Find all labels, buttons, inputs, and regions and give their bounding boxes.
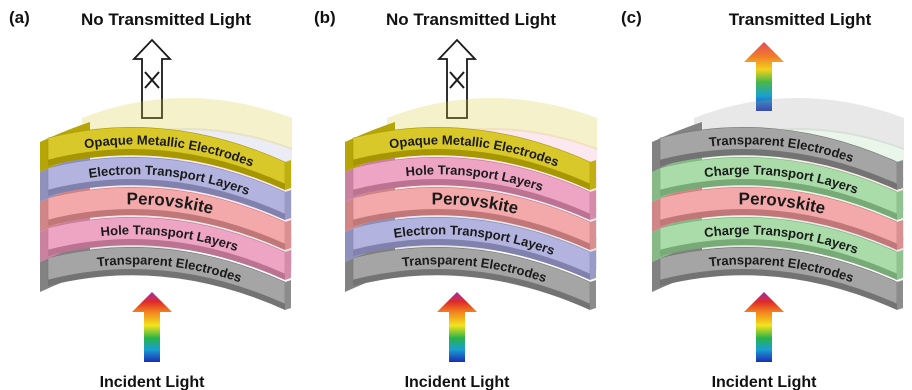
panel-letter: (b)	[314, 8, 336, 27]
incident-light-arrow-icon	[132, 292, 172, 362]
incident-light-arrow-icon	[437, 292, 477, 362]
top-light-label: Transmitted Light	[729, 10, 872, 29]
blocked-light-arrow-icon	[436, 38, 478, 119]
panel-letter: (c)	[621, 8, 642, 27]
layer: Transparent Electrodes	[652, 98, 904, 190]
panel-letter: (a)	[9, 8, 30, 27]
panel-b: (b) No Transmitted Light Transparent Elect…	[314, 8, 597, 390]
top-light-label: No Transmitted Light	[81, 10, 251, 29]
incident-light-label: Incident Light	[712, 374, 818, 390]
panel-a: (a) No Transmitted Light Transparent Elect…	[9, 8, 292, 390]
blocked-light-arrow-icon	[131, 38, 173, 119]
incident-light-label: Incident Light	[405, 374, 511, 390]
top-light-label: No Transmitted Light	[386, 10, 556, 29]
incident-light-label: Incident Light	[100, 374, 206, 390]
incident-light-arrow-icon	[744, 292, 784, 362]
panel-c: (c) Transmitted Light Transparent Electrod…	[621, 8, 904, 390]
transmitted-light-arrow-icon	[744, 42, 784, 111]
